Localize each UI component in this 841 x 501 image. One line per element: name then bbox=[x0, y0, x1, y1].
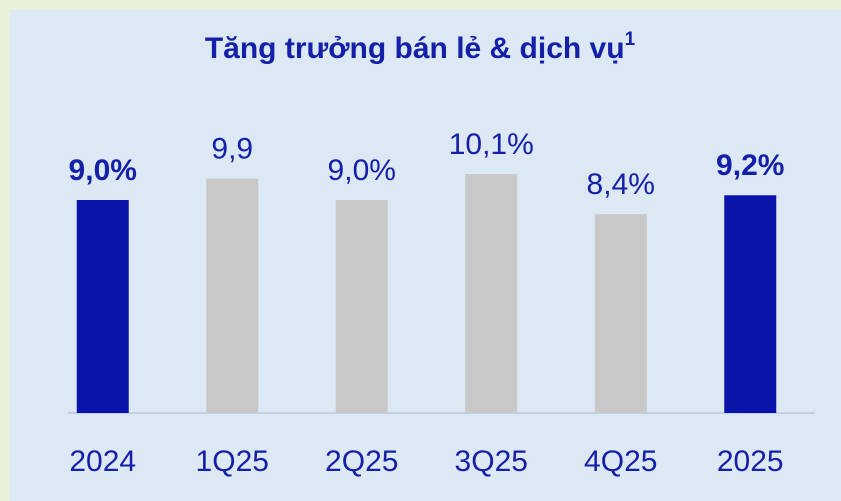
bar bbox=[76, 200, 129, 413]
x-tick-label: 1Q25 bbox=[196, 445, 269, 478]
value-label: 9,0% bbox=[69, 154, 137, 187]
value-label: 9,0% bbox=[328, 154, 396, 187]
bar bbox=[724, 195, 777, 413]
x-tick-label: 2024 bbox=[69, 445, 136, 478]
title-text: Tăng trưởng bán lẻ & dịch vụ bbox=[205, 32, 625, 65]
chart-title: Tăng trưởng bán lẻ & dịch vụ1 bbox=[205, 29, 636, 65]
panel bbox=[10, 10, 841, 501]
value-label: 9,9 bbox=[211, 133, 253, 166]
value-label: 9,2% bbox=[716, 149, 784, 182]
bar bbox=[594, 214, 647, 413]
bar bbox=[335, 200, 388, 413]
value-label: 10,1% bbox=[449, 128, 534, 161]
x-tick-label: 2025 bbox=[717, 445, 784, 478]
bar bbox=[206, 178, 259, 413]
bar bbox=[465, 173, 518, 413]
x-tick-label: 3Q25 bbox=[455, 445, 528, 478]
title-footnote: 1 bbox=[625, 29, 636, 50]
value-label: 8,4% bbox=[587, 168, 655, 201]
x-tick-label: 4Q25 bbox=[584, 445, 657, 478]
x-tick-label: 2Q25 bbox=[325, 445, 398, 478]
